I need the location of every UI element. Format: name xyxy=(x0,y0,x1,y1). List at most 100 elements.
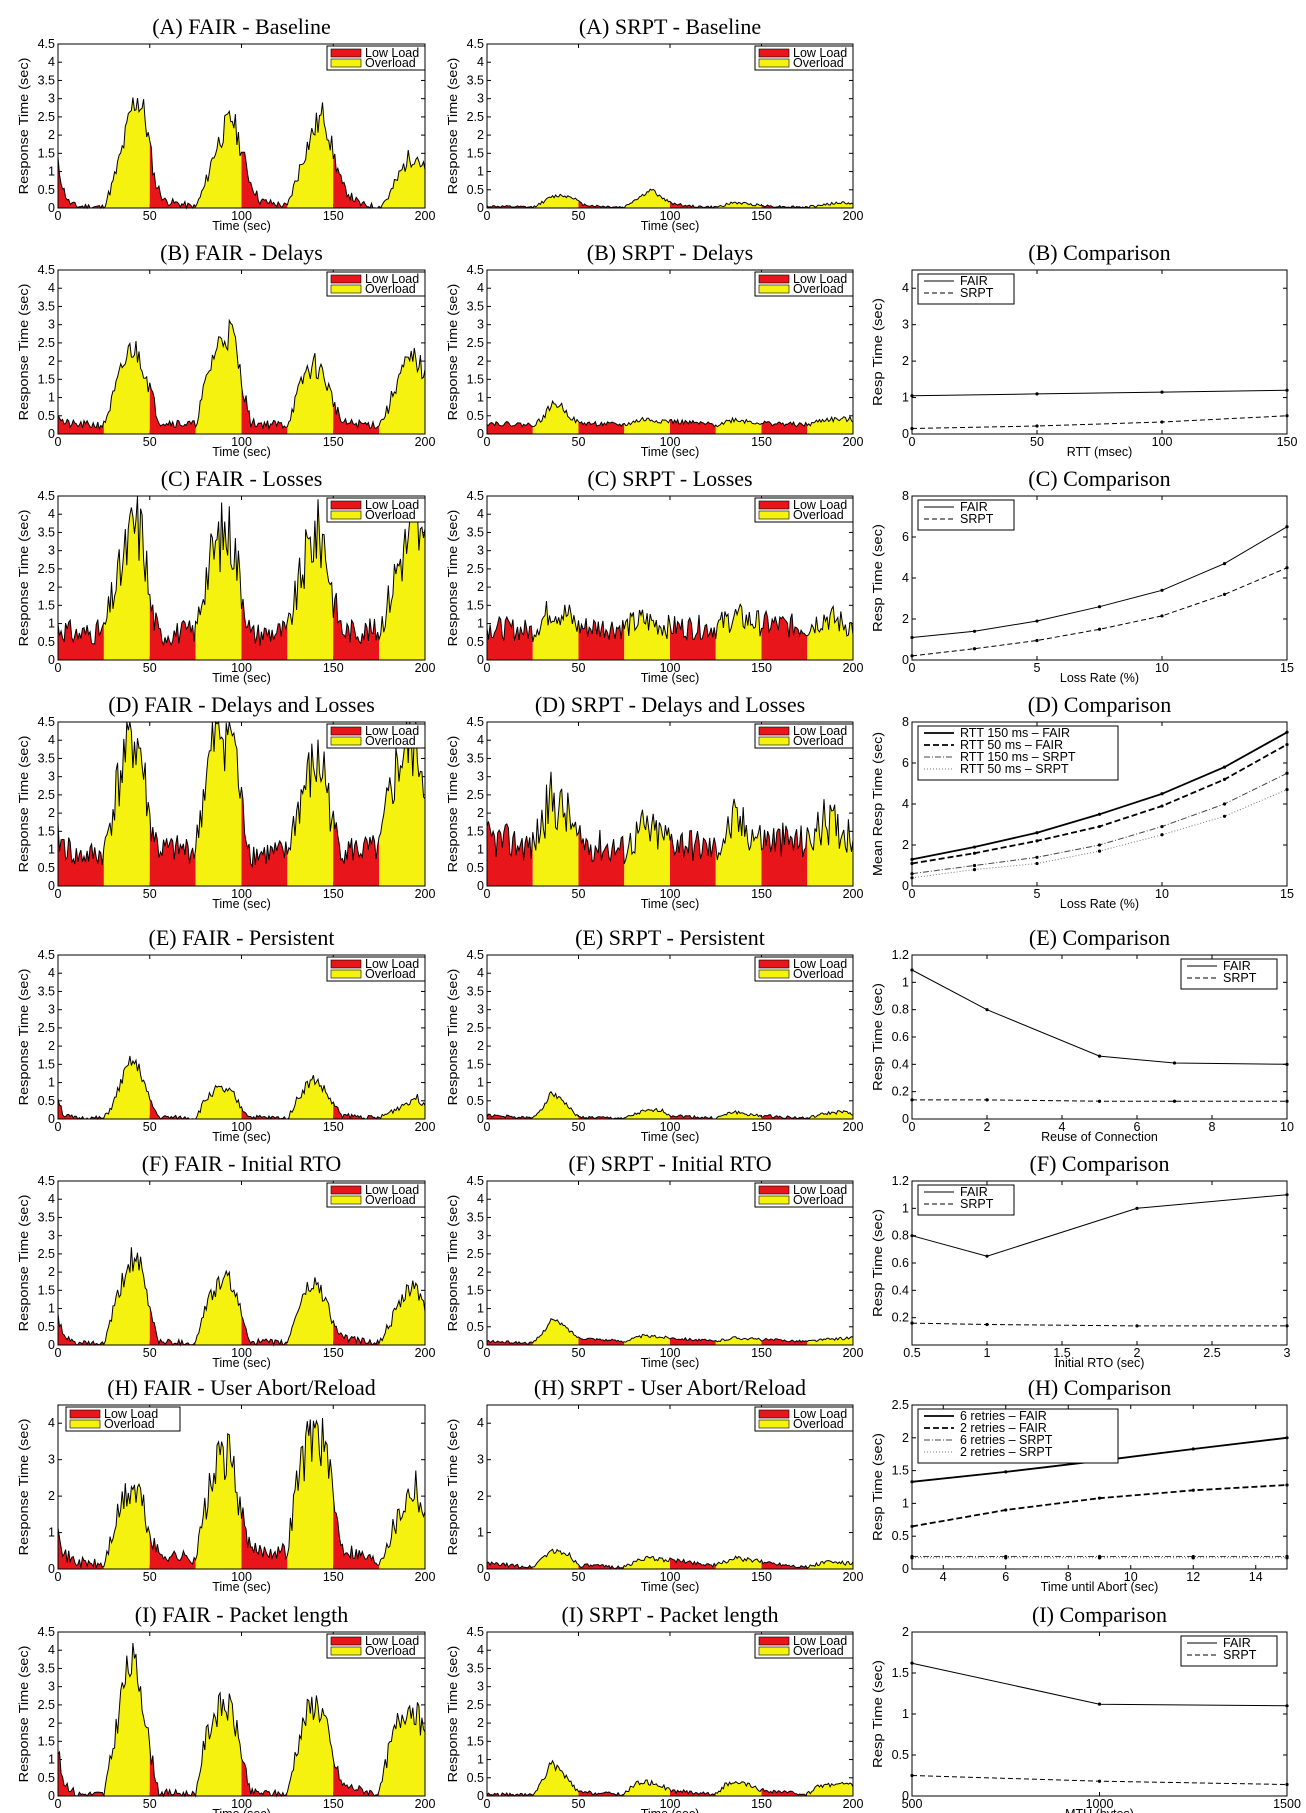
legend-swatch-over xyxy=(758,284,790,294)
y-tick-label: 4 xyxy=(48,1192,55,1206)
legend-box xyxy=(1180,958,1278,990)
y-tick-label: 1 xyxy=(477,1302,484,1316)
overload-area xyxy=(532,1760,579,1796)
chart-H-fair: (H) FAIR - User Abort/Reload 0 50 100 150 200… xyxy=(17,1375,435,1594)
x-tick-label: 1500 xyxy=(1273,1797,1301,1811)
y-tick-label: 4.5 xyxy=(38,1174,55,1188)
legend-label: Low Load xyxy=(365,272,419,286)
data-point xyxy=(910,426,914,431)
x-tick-label: 12 xyxy=(1186,1570,1200,1584)
y-tick-label: 2.5 xyxy=(38,1021,55,1035)
overload-area xyxy=(532,771,579,886)
x-tick-label: 10 xyxy=(1155,887,1169,901)
data-point xyxy=(1160,792,1164,796)
y-tick-label: 4 xyxy=(477,733,484,747)
y-tick-label: 0 xyxy=(477,879,484,893)
x-axis-label: Time until Abort (sec) xyxy=(1041,1580,1159,1594)
low-load-area xyxy=(241,152,288,208)
y-tick-label: 0 xyxy=(477,1789,484,1803)
data-point xyxy=(1285,1556,1289,1560)
y-tick-label: 3.5 xyxy=(467,751,484,765)
legend-box xyxy=(1180,1635,1278,1667)
x-axis-label: MTU (bytes) xyxy=(1065,1807,1134,1813)
overload-area xyxy=(103,97,150,208)
y-tick-label: 6 xyxy=(902,530,909,544)
low-load-area xyxy=(333,402,380,434)
legend-box xyxy=(917,725,1119,781)
y-tick-label: 1.5 xyxy=(38,146,55,160)
data-point xyxy=(1222,777,1227,782)
x-axis-label: Time (sec) xyxy=(641,1356,700,1370)
x-tick-label: 2 xyxy=(984,1120,991,1134)
x-tick-label: 50 xyxy=(572,1797,586,1811)
plot-frame xyxy=(486,1404,854,1570)
data-point xyxy=(1035,392,1039,396)
x-tick-label: 200 xyxy=(415,435,436,449)
y-tick-label: 0.5 xyxy=(38,1094,55,1108)
data-point xyxy=(910,1773,914,1778)
x-tick-label: 50 xyxy=(143,209,157,223)
y-tick-label: 1 xyxy=(477,617,484,631)
legend-label: Overload xyxy=(365,734,416,748)
data-point xyxy=(1222,765,1227,769)
overload-area xyxy=(532,1549,579,1569)
legend-swatch-low xyxy=(330,48,362,58)
y-tick-label: 0.4 xyxy=(892,1057,909,1071)
y-tick-label: 3.5 xyxy=(38,984,55,998)
y-axis-label: Response Time (sec) xyxy=(17,1646,31,1783)
data-point xyxy=(1172,1099,1177,1103)
y-tick-label: 4.5 xyxy=(467,263,484,277)
y-tick-label: 2 xyxy=(48,1039,55,1053)
chart-title: (E) Comparison xyxy=(1029,925,1170,950)
x-tick-label: 0 xyxy=(909,887,916,901)
y-tick-label: 3 xyxy=(48,1003,55,1017)
y-tick-label: 0.4 xyxy=(892,1283,909,1297)
legend-label: FAIR xyxy=(1223,1636,1251,1650)
y-tick-label: 2.5 xyxy=(38,110,55,124)
data-point xyxy=(1097,1099,1102,1103)
y-tick-label: 3 xyxy=(477,318,484,332)
y-tick-label: 1 xyxy=(48,1526,55,1540)
y-tick-label: 1.5 xyxy=(38,598,55,612)
y-tick-label: 3.5 xyxy=(38,751,55,765)
legend-label: RTT 50 ms – SRPT xyxy=(960,762,1069,776)
chart-title: (I) SRPT - Packet length xyxy=(561,1602,778,1627)
overload-area xyxy=(532,194,579,208)
x-tick-label: 100 xyxy=(231,661,252,675)
plot-frame xyxy=(57,43,426,209)
y-tick-label: 1 xyxy=(902,975,909,989)
response-time-line xyxy=(486,1090,854,1120)
x-tick-label: 50 xyxy=(572,661,586,675)
data-point xyxy=(1097,1702,1102,1706)
chart-title: (F) SRPT - Initial RTO xyxy=(568,1151,771,1176)
legend-swatch-low xyxy=(758,959,790,969)
overload-area xyxy=(287,1277,334,1345)
plot-frame xyxy=(57,269,426,435)
x-axis-label: Time (sec) xyxy=(212,1356,271,1370)
response-time-line xyxy=(57,1642,426,1798)
chart-title: (H) FAIR - User Abort/Reload xyxy=(107,1375,375,1400)
data-point xyxy=(985,1008,989,1012)
x-tick-label: 0 xyxy=(484,435,491,449)
low-load-area xyxy=(761,611,808,660)
data-point xyxy=(972,647,977,651)
overload-area xyxy=(103,1247,150,1345)
y-tick-label: 4.5 xyxy=(38,263,55,277)
x-tick-label: 100 xyxy=(231,1797,252,1811)
legend-label: SRPT xyxy=(960,512,994,526)
y-tick-label: 4 xyxy=(477,1643,484,1657)
chart-H-srpt: (H) SRPT - User Abort/Reload 0 50 100 150 200… xyxy=(446,1375,863,1594)
x-tick-label: 0 xyxy=(484,209,491,223)
x-tick-label: 0 xyxy=(484,1346,491,1360)
low-load-area xyxy=(149,1099,196,1119)
x-tick-label: 150 xyxy=(751,887,772,901)
low-load-area xyxy=(58,1527,104,1569)
low-load-area xyxy=(58,1752,104,1796)
data-point xyxy=(1160,420,1164,424)
